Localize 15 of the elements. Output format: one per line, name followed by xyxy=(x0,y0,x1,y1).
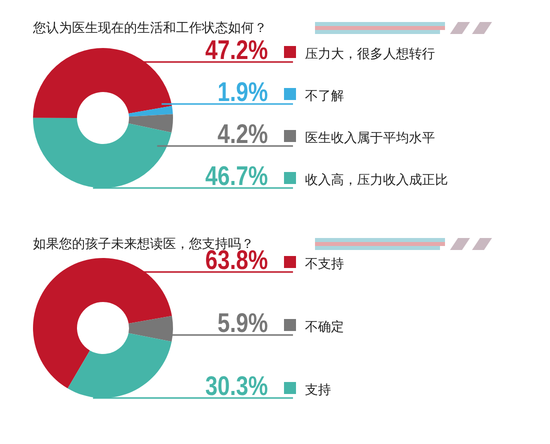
data-label: 30.3% xyxy=(205,372,268,402)
chart-title: 您认为医生现在的生活和工作状态如何？ xyxy=(32,21,267,36)
donut-slice xyxy=(128,114,173,133)
legend-label: 医生收入属于平均水平 xyxy=(305,131,435,146)
legend-label: 不确定 xyxy=(305,320,344,335)
data-label: 47.2% xyxy=(205,36,268,66)
legend-label: 支持 xyxy=(305,383,331,398)
legend-label: 不了解 xyxy=(305,89,344,104)
data-label: 46.7% xyxy=(205,162,268,192)
data-label: 1.9% xyxy=(218,78,268,108)
legend-label: 不支持 xyxy=(305,257,344,272)
legend-label: 收入高，压力收入成正比 xyxy=(305,172,448,188)
data-label: 5.9% xyxy=(218,309,268,339)
data-label: 4.2% xyxy=(218,120,268,150)
legend-label: 压力大，很多人想转行 xyxy=(305,47,435,62)
